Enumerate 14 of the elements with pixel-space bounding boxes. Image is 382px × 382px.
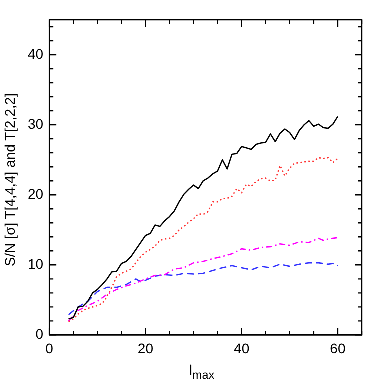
y-axis-title: S/N [σ] T[4,4,4] and T[2,2,2] xyxy=(2,92,18,269)
line-series xyxy=(68,262,339,316)
y-tick-label: 0 xyxy=(36,326,44,342)
x-tick-label: 0 xyxy=(46,340,54,356)
x-tick-label: 40 xyxy=(234,340,250,356)
x-tick-label: 20 xyxy=(138,340,154,356)
y-tick-label: 20 xyxy=(28,186,44,202)
line-series xyxy=(68,157,339,323)
x-axis-title: l$_{max}$ xyxy=(188,362,216,382)
line-series xyxy=(68,237,339,322)
y-tick-label: 30 xyxy=(28,116,44,132)
y-tick-label: 10 xyxy=(28,256,44,272)
x-tick-label: 60 xyxy=(330,340,346,356)
y-tick-label: 40 xyxy=(28,46,44,62)
